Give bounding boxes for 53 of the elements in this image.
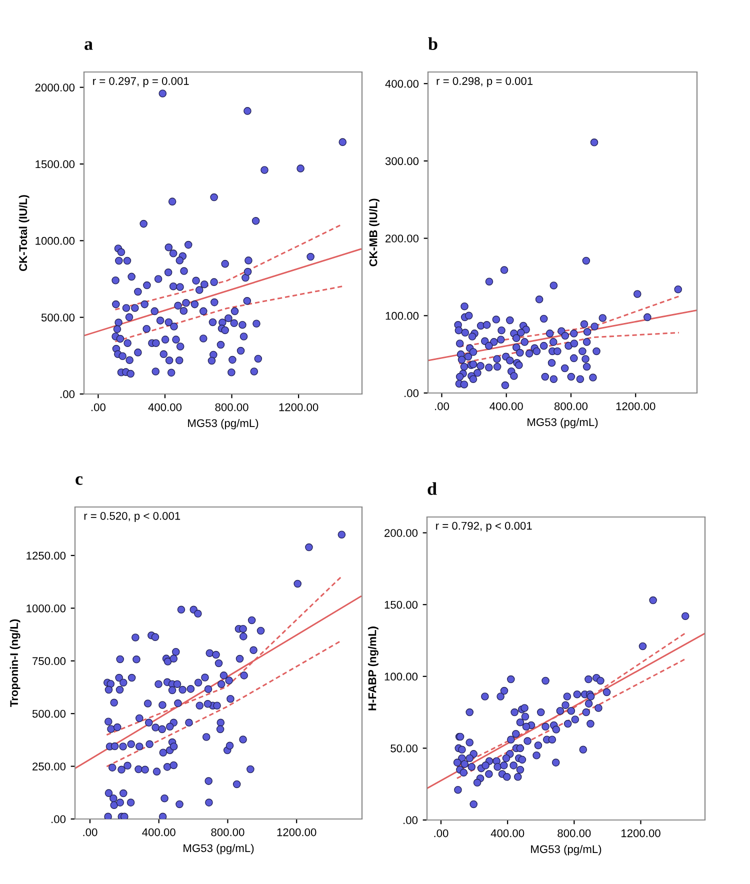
y-tick-label: 750.00 (32, 657, 66, 666)
x-tick-label: .00 (435, 402, 450, 410)
x-tick-label: 800.00 (558, 829, 591, 838)
x-tick-label: 400.00 (142, 828, 176, 836)
chart-title: a (84, 41, 93, 50)
y-axis-title: H-FABP (ng/mL) (368, 626, 378, 710)
x-axis-title: MG53 (pg/mL) (531, 844, 602, 856)
x-axis-title: MG53 (pg/mL) (528, 418, 598, 428)
x-tick-label: 1200.00 (622, 829, 660, 838)
y-tick-label: .00 (404, 816, 418, 824)
x-tick-label: 400.00 (490, 402, 523, 410)
y-axis-title: CK-MB (IU/L) (369, 198, 380, 266)
y-tick-label: 500.00 (32, 710, 66, 718)
y-tick-label: 300.00 (385, 157, 419, 166)
y-tick-label: 150.00 (384, 600, 418, 609)
y-tick-label: 100.00 (386, 312, 419, 320)
x-tick-label: 800.00 (215, 403, 248, 412)
x-tick-label: .00 (434, 829, 448, 838)
y-tick-label: 2000.00 (35, 84, 75, 92)
y-tick-label: .00 (60, 390, 75, 398)
y-tick-label: 100.00 (384, 672, 418, 681)
y-axis-title: Troponin-I (ng/L) (10, 619, 20, 707)
x-axis-title: MG53 (pg/mL) (184, 844, 254, 854)
x-tick-label: 1200.00 (279, 403, 318, 412)
y-tick-label: 50.00 (390, 744, 418, 752)
y-tick-label: 200.00 (386, 234, 419, 242)
x-tick-label: 800.00 (211, 828, 244, 836)
y-tick-label: 1500.00 (36, 160, 75, 168)
annotation: r = 0.520, p < 0.001 (84, 512, 180, 522)
chart-title: b (428, 37, 438, 50)
y-tick-label: 200.00 (384, 529, 418, 537)
x-axis-title: MG53 (pg/mL) (188, 418, 258, 430)
x-tick-label: 400.00 (148, 403, 182, 412)
x-tick-label: 1200.00 (277, 828, 316, 836)
x-tick-label: 1200.00 (616, 402, 656, 410)
x-tick-label: .00 (91, 403, 106, 412)
y-tick-label: 1000.00 (26, 604, 66, 612)
x-tick-label: 400.00 (490, 829, 524, 838)
annotation: r = 0.792, p < 0.001 (436, 522, 532, 532)
y-tick-label: .00 (52, 815, 66, 824)
annotation: r = 0.297, p = 0.001 (93, 77, 189, 88)
annotation: r = 0.298, p = 0.001 (436, 77, 533, 88)
y-tick-label: 500.00 (41, 314, 75, 322)
y-tick-label: 250.00 (32, 762, 66, 770)
y-tick-label: 400.00 (385, 80, 419, 88)
y-tick-label: 1250.00 (26, 552, 66, 560)
y-tick-label: .00 (404, 389, 419, 398)
x-tick-label: .00 (83, 828, 98, 836)
y-axis-title: CK-Total (IU/L) (18, 195, 30, 272)
chart-title: c (76, 476, 83, 485)
chart-title: d (428, 482, 437, 495)
y-tick-label: 1000.00 (36, 236, 75, 245)
x-tick-label: 800.00 (554, 402, 588, 410)
